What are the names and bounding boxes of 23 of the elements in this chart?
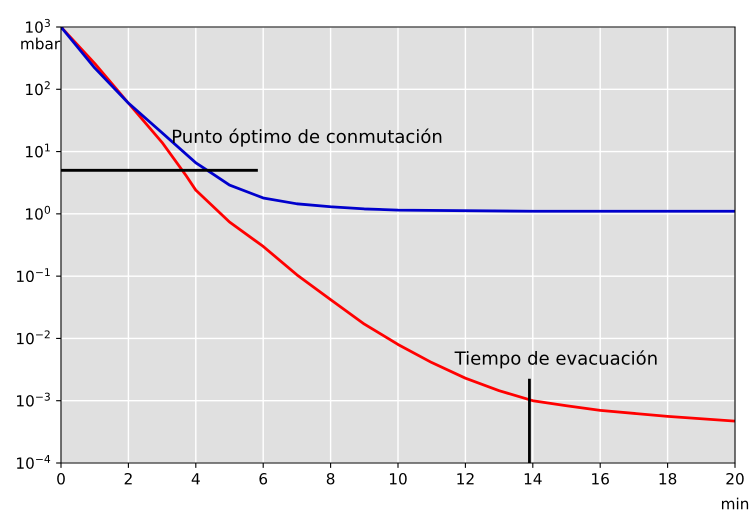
y-tick-label: 10$^{1}$ [26,144,50,158]
y-tick-label: 10$^{−2}$ [17,330,50,344]
x-axis-title: min [722,498,748,510]
x-tick-label: 10 [390,472,407,485]
y-tick-label: 10$^{2}$ [26,81,50,96]
ref-line-label: Tiempo de evacuación [454,350,657,368]
x-tick-label: 0 [57,472,65,485]
y-tick-label: 10$^{3}$ [26,18,50,33]
y-tick-label: 10$^{−1}$ [17,268,50,282]
x-tick-label: 2 [124,472,132,484]
y-tick-label: 10$^{0}$ [26,206,50,220]
ref-line-label: Punto óptimo de conmutación [172,128,442,147]
x-tick-label: 18 [660,472,676,485]
x-tick-label: 14 [524,473,542,484]
x-tick-label: 4 [192,473,200,484]
y-axis-title: mbar [21,38,60,50]
x-tick-label: 8 [326,472,334,485]
x-tick-label: 16 [592,472,609,485]
x-tick-label: 20 [726,472,744,485]
y-tick-label: 10$^{−4}$ [17,455,50,469]
y-tick-label: 10$^{−3}$ [17,392,50,407]
x-tick-label: 12 [457,472,474,484]
x-tick-label: 6 [259,472,268,485]
